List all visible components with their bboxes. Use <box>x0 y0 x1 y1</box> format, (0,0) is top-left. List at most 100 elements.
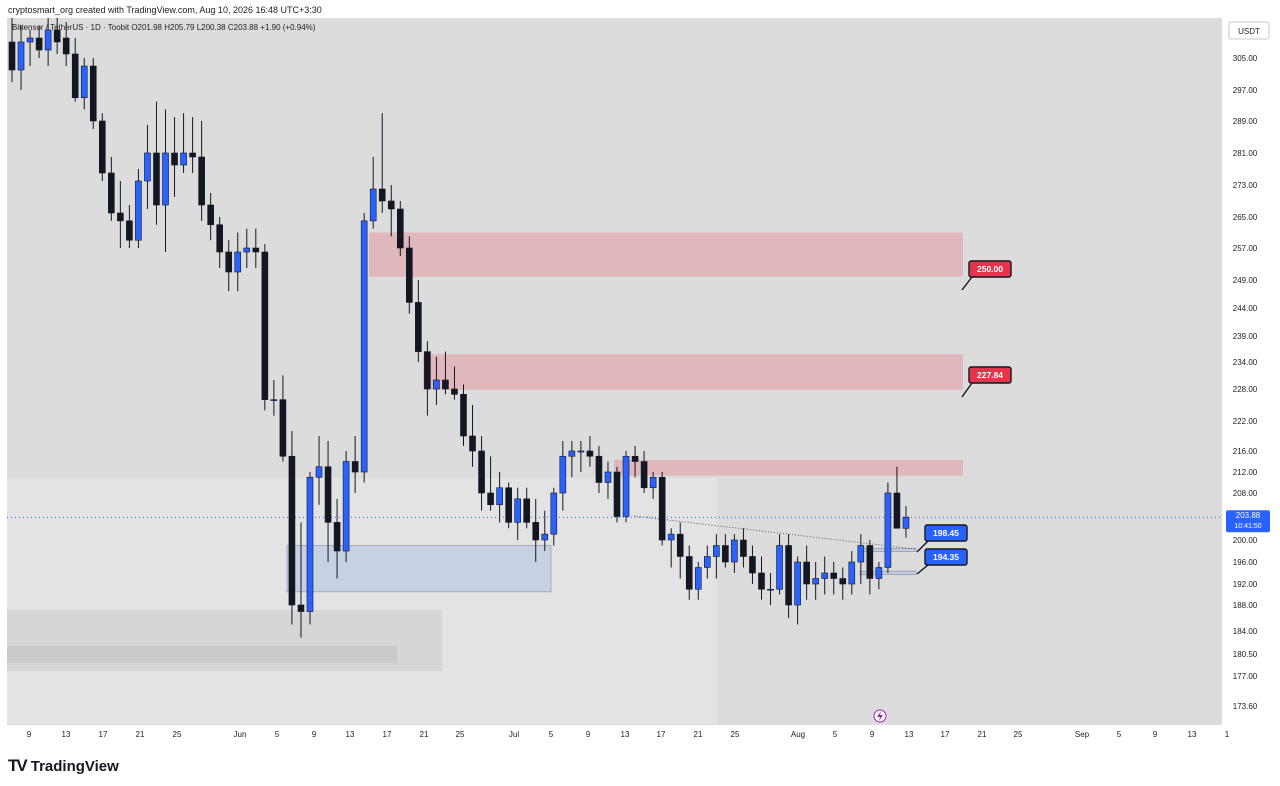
price-tick-label: 234.00 <box>1233 358 1258 367</box>
time-tick-label: 21 <box>694 730 703 739</box>
candle <box>613 466 621 523</box>
candle <box>550 487 558 546</box>
time-tick-label: Sep <box>1075 730 1090 739</box>
candle-body <box>532 522 540 541</box>
candle-body <box>26 37 34 43</box>
price-chart[interactable]: 250.00 227.84 198.45 194.35 Bittensor / Tet… <box>0 18 1280 746</box>
candle-body <box>207 204 214 226</box>
candle <box>288 431 296 625</box>
price-tick-label: 228.00 <box>1233 385 1258 394</box>
targets-layer: 250.00 227.84 198.45 194.35 <box>916 260 1012 575</box>
current-price-value: 203.88 <box>1236 511 1261 520</box>
candle-body <box>685 556 693 590</box>
candle <box>415 280 422 362</box>
candle-body <box>631 455 639 462</box>
candle <box>875 562 883 590</box>
candle <box>469 405 476 467</box>
candle-body <box>559 455 567 494</box>
time-scale-panel <box>7 725 1273 746</box>
candle <box>884 482 892 573</box>
currency-label: USDT <box>1238 27 1260 36</box>
candle-body <box>658 476 666 541</box>
candle <box>649 472 657 499</box>
candle-body <box>704 556 711 568</box>
candle-body <box>297 604 305 612</box>
current-price-badge: 203.88 10:41:50 <box>1226 510 1270 533</box>
candle <box>189 117 196 173</box>
price-tick-label: 257.00 <box>1233 244 1258 253</box>
candle <box>478 436 485 511</box>
candle <box>460 384 467 446</box>
candle-body <box>803 561 810 585</box>
candle <box>171 117 178 197</box>
candle <box>162 109 169 252</box>
candle <box>306 472 314 625</box>
candle-body <box>234 251 242 273</box>
candle <box>902 505 910 538</box>
candle <box>126 205 133 248</box>
candle <box>559 441 567 511</box>
candle <box>667 528 675 568</box>
candle <box>532 498 540 562</box>
target-value: 194.35 <box>933 552 959 562</box>
candle-body <box>794 561 801 606</box>
price-scale[interactable]: 305.00 297.00 289.00 281.00 273.00 265.00 257.… <box>1233 54 1258 711</box>
candle-body <box>144 152 151 182</box>
candle <box>8 18 16 82</box>
price-tick-label: 200.00 <box>1233 536 1258 545</box>
candle-body <box>288 455 296 606</box>
candle <box>315 436 323 505</box>
currency-button[interactable]: USDT <box>1228 21 1270 40</box>
candle <box>451 366 458 400</box>
time-scale[interactable]: 9 13 17 21 25 Jun 5 9 13 17 21 25 Jul 5 9 13 17 21 25 Aug 5 9… <box>27 730 1230 739</box>
tradingview-logo-mark: TV <box>8 756 28 775</box>
time-tick-label: 13 <box>1188 730 1197 739</box>
candle-body <box>767 588 774 591</box>
candle-body <box>44 29 52 51</box>
candle-body <box>415 302 422 352</box>
time-tick-label: 13 <box>346 730 355 739</box>
candle <box>108 157 115 221</box>
candle <box>866 540 874 595</box>
candle-body <box>622 455 630 517</box>
target-value: 198.45 <box>933 528 959 538</box>
time-tick-label: 5 <box>549 730 554 739</box>
lightning-icon[interactable] <box>873 709 887 723</box>
candle <box>71 38 79 102</box>
candle <box>342 451 350 562</box>
target-badge <box>924 548 968 566</box>
candle <box>758 556 765 600</box>
time-tick-label: 13 <box>62 730 71 739</box>
tradingview-logo-text: TradingView <box>30 757 119 775</box>
candle <box>821 556 829 595</box>
tradingview-logo: TV TradingView <box>8 756 119 776</box>
candle-body <box>99 120 106 174</box>
time-tick-label: 5 <box>275 730 280 739</box>
candle-body <box>830 572 838 579</box>
candle <box>722 534 729 568</box>
candle <box>44 18 52 66</box>
candle-body <box>541 533 549 541</box>
candle <box>180 113 187 173</box>
candle <box>62 22 70 66</box>
candle-body <box>369 188 377 222</box>
time-tick-label: 13 <box>905 730 914 739</box>
candle-body <box>568 450 576 457</box>
time-tick-label: 5 <box>833 730 838 739</box>
candle <box>351 436 359 493</box>
candle <box>776 534 783 595</box>
candle <box>803 545 810 600</box>
candle-body <box>126 220 133 241</box>
candle <box>514 487 521 540</box>
candle <box>767 573 774 605</box>
candle-body <box>252 247 260 253</box>
candle <box>857 534 865 584</box>
candle <box>785 534 792 618</box>
candle-body <box>62 37 70 55</box>
price-tick-label: 196.00 <box>1233 558 1258 567</box>
candle-body <box>424 351 431 390</box>
candle-body <box>53 29 61 43</box>
chart-credit: cryptosmart_org created with TradingView… <box>8 5 322 15</box>
candle-body <box>595 455 603 483</box>
candle-body <box>577 450 585 453</box>
